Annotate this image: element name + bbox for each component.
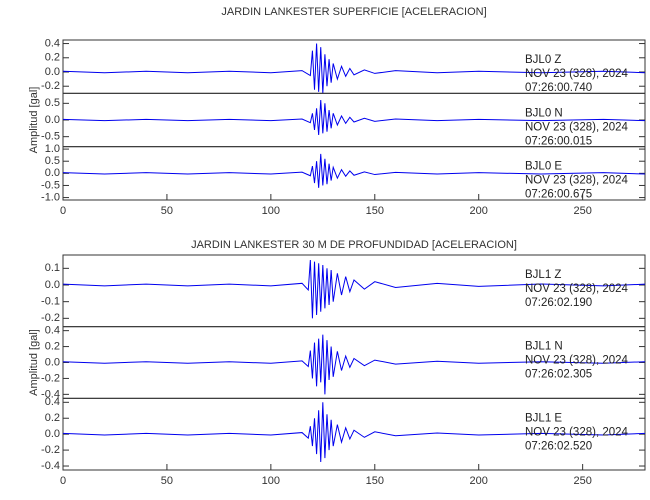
y-axis-label: Amplitud [gal] (28, 329, 40, 396)
y-tick-label: 0.5 (45, 97, 60, 109)
date-label: NOV 23 (328), 2024 (525, 283, 629, 295)
y-axis-label: Amplitud [gal] (28, 87, 40, 154)
y-tick-label: -0.5 (41, 131, 60, 143)
y-tick-label: -0.2 (41, 80, 60, 92)
y-tick-label: 0.0 (45, 428, 60, 440)
waveform (62, 402, 646, 463)
y-tick-label: 0.2 (45, 412, 60, 424)
y-tick-label: 0.1 (45, 262, 60, 274)
date-label: NOV 23 (328), 2024 (525, 175, 629, 187)
waveform (62, 153, 646, 188)
y-tick-label: 0.0 (45, 167, 60, 179)
y-tick-label: 0.0 (45, 279, 60, 291)
y-tick-label: 0.0 (45, 114, 60, 126)
y-tick-label: -0.2 (41, 372, 60, 384)
y-tick-label: 0.5 (45, 155, 60, 167)
x-tick-label: 0 (60, 475, 66, 487)
y-tick-label: 0.4 (45, 325, 60, 337)
x-tick-label: 200 (470, 205, 488, 217)
station-label: BJL0 N (525, 107, 563, 119)
x-tick-label: 250 (573, 475, 591, 487)
y-tick-label: 0.0 (45, 356, 60, 368)
y-tick-label: -0.2 (41, 312, 60, 324)
x-tick-label: 100 (262, 475, 280, 487)
y-tick-label: 0.4 (45, 396, 60, 408)
date-label: NOV 23 (328), 2024 (525, 355, 629, 367)
y-tick-label: 0.2 (45, 52, 60, 64)
chart-title: JARDIN LANKESTER SUPERFICIE [ACELERACION… (221, 6, 486, 18)
x-tick-label: 150 (366, 475, 384, 487)
x-tick-label: 0 (60, 205, 66, 217)
y-tick-label: -0.4 (41, 460, 60, 472)
y-tick-label: -0.1 (41, 296, 60, 308)
x-tick-label: 200 (470, 475, 488, 487)
x-tick-label: 250 (573, 205, 591, 217)
time-label: 07:26:02.520 (525, 440, 592, 452)
chart-title: JARDIN LANKESTER 30 M DE PROFUNDIDAD [AC… (191, 239, 517, 251)
time-label: 07:26:00.740 (525, 82, 592, 94)
x-tick-label: 150 (366, 205, 384, 217)
y-tick-label: -0.2 (41, 444, 60, 456)
station-label: BJL1 E (525, 412, 562, 424)
time-label: 07:26:00.015 (525, 135, 592, 147)
date-label: NOV 23 (328), 2024 (525, 121, 629, 133)
waveform (62, 43, 646, 94)
waveform (62, 99, 646, 136)
y-tick-label: -0.5 (41, 179, 60, 191)
station-label: BJL1 Z (525, 269, 561, 281)
y-tick-label: 0.4 (45, 37, 60, 49)
date-label: NOV 23 (328), 2024 (525, 426, 629, 438)
date-label: NOV 23 (328), 2024 (525, 68, 629, 80)
time-label: 07:26:00.675 (525, 189, 592, 201)
station-label: BJL0 E (525, 161, 562, 173)
x-tick-label: 100 (262, 205, 280, 217)
x-tick-label: 50 (161, 475, 173, 487)
x-tick-label: 50 (161, 205, 173, 217)
station-label: BJL0 Z (525, 54, 561, 66)
waveform (62, 334, 646, 395)
time-label: 07:26:02.305 (525, 369, 592, 381)
y-tick-label: 0.0 (45, 66, 60, 78)
y-tick-label: 1.0 (45, 143, 60, 155)
station-label: BJL1 N (525, 341, 563, 353)
y-tick-label: -0.4 (41, 388, 60, 400)
y-tick-label: -1.0 (41, 191, 60, 203)
y-tick-label: 0.2 (45, 340, 60, 352)
waveform (62, 259, 646, 319)
time-label: 07:26:02.190 (525, 297, 592, 309)
